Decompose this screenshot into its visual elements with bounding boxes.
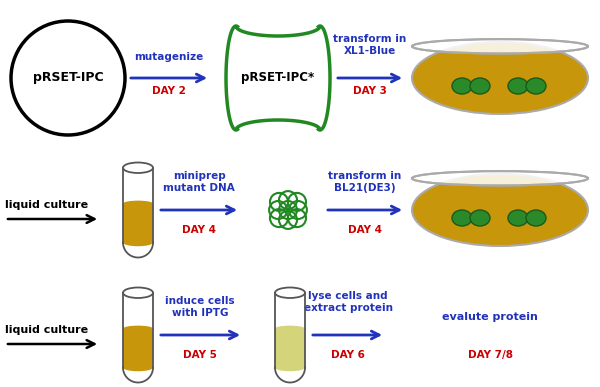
Text: lyse cells and
extract protein: lyse cells and extract protein [304, 291, 392, 313]
Ellipse shape [526, 210, 546, 226]
Ellipse shape [508, 210, 528, 226]
Text: liquid culture: liquid culture [5, 200, 88, 210]
Text: miniprep
mutant DNA: miniprep mutant DNA [163, 171, 235, 193]
Text: DAY 5: DAY 5 [183, 350, 217, 360]
Text: transform in
XL1-Blue: transform in XL1-Blue [334, 34, 407, 56]
Text: DAY 4: DAY 4 [348, 225, 382, 235]
Ellipse shape [123, 325, 153, 332]
Ellipse shape [412, 42, 588, 114]
Text: DAY 7/8: DAY 7/8 [467, 350, 512, 360]
Bar [275, 329, 305, 368]
Ellipse shape [123, 163, 153, 173]
Text: DAY 3: DAY 3 [353, 86, 387, 96]
Ellipse shape [470, 78, 490, 94]
Ellipse shape [526, 78, 546, 94]
Ellipse shape [123, 288, 153, 298]
Ellipse shape [470, 210, 490, 226]
Ellipse shape [123, 364, 153, 371]
Text: pRSET-IPC*: pRSET-IPC* [241, 72, 314, 84]
Ellipse shape [123, 239, 153, 246]
Ellipse shape [508, 78, 528, 94]
Bar [123, 204, 153, 243]
Ellipse shape [412, 39, 588, 53]
Ellipse shape [275, 325, 305, 332]
Ellipse shape [452, 210, 472, 226]
Text: pRSET-IPC: pRSET-IPC [32, 72, 103, 84]
Text: transform in
BL21(DE3): transform in BL21(DE3) [328, 171, 401, 193]
Text: DAY 6: DAY 6 [331, 350, 365, 360]
Text: mutagenize: mutagenize [134, 52, 203, 62]
Text: evalute protein: evalute protein [442, 312, 538, 322]
Text: DAY 2: DAY 2 [152, 86, 186, 96]
Ellipse shape [452, 78, 472, 94]
Ellipse shape [275, 364, 305, 371]
Ellipse shape [123, 200, 153, 207]
Bar [123, 329, 153, 368]
Ellipse shape [412, 174, 588, 246]
Text: DAY 4: DAY 4 [182, 225, 216, 235]
Text: liquid culture: liquid culture [5, 325, 88, 335]
Text: induce cells
with IPTG: induce cells with IPTG [165, 296, 235, 318]
Ellipse shape [275, 288, 305, 298]
Ellipse shape [412, 171, 588, 185]
